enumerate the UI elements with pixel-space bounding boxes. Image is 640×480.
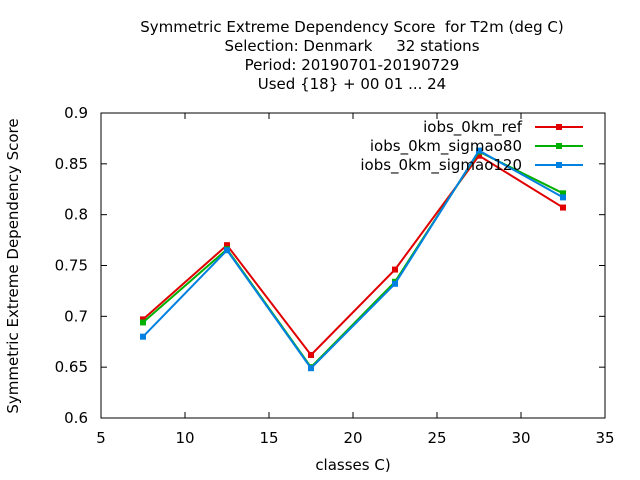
plot-frame bbox=[100, 112, 606, 419]
y-tick-label: 0.9 bbox=[64, 104, 88, 122]
y-tick-label: 0.8 bbox=[64, 206, 88, 224]
data-point bbox=[392, 266, 398, 273]
x-tick-label: 20 bbox=[343, 429, 362, 447]
x-tick-label: 5 bbox=[96, 429, 106, 447]
legend-label: iobs_0km_sigmao80 bbox=[370, 137, 522, 156]
series-line-iobs_0km_ref bbox=[142, 154, 564, 357]
y-tick-label: 0.7 bbox=[64, 307, 88, 325]
x-tick-label: 30 bbox=[511, 429, 530, 447]
x-axis-label: classes C) bbox=[315, 456, 390, 474]
y-axis-label: Symmetric Extreme Dependency Score bbox=[4, 118, 22, 413]
data-point bbox=[140, 319, 146, 326]
y-axis-ticks: 0.6 0.65 0.7 0.75 0.8 0.85 0.9 bbox=[55, 104, 605, 427]
x-tick-label: 15 bbox=[259, 429, 278, 447]
series-layer bbox=[140, 147, 566, 372]
data-point bbox=[476, 152, 482, 159]
chart-title-line-1: Symmetric Extreme Dependency Score for T… bbox=[140, 18, 564, 36]
y-tick-label: 0.65 bbox=[55, 358, 88, 376]
legend-label: iobs_0km_ref bbox=[423, 118, 523, 137]
data-point bbox=[476, 147, 482, 154]
chart-title-line-4: Used {18} + 00 01 ... 24 bbox=[257, 75, 447, 93]
chart-title-line-2: Selection: Denmark 32 stations bbox=[224, 37, 480, 55]
x-axis-ticks: 5 10 15 20 25 30 35 bbox=[96, 113, 615, 447]
data-point bbox=[308, 365, 314, 372]
legend-marker bbox=[556, 143, 562, 149]
series-line-iobs_0km_sigmao80 bbox=[142, 150, 564, 369]
y-tick-label: 0.85 bbox=[55, 155, 88, 173]
data-point bbox=[560, 204, 566, 211]
data-point bbox=[224, 247, 230, 254]
legend: iobs_0km_refiobs_0km_sigmao80iobs_0km_si… bbox=[360, 118, 583, 175]
data-point bbox=[140, 316, 146, 323]
x-tick-label: 35 bbox=[595, 429, 614, 447]
data-point bbox=[224, 242, 230, 249]
data-point bbox=[560, 194, 566, 201]
chart-title-line-3: Period: 20190701-20190729 bbox=[244, 56, 460, 74]
x-tick-label: 25 bbox=[427, 429, 446, 447]
x-tick-label: 10 bbox=[175, 429, 194, 447]
legend-label: iobs_0km_sigmao120 bbox=[360, 156, 522, 175]
y-tick-label: 0.75 bbox=[55, 257, 88, 275]
y-tick-label: 0.6 bbox=[64, 409, 88, 427]
data-point bbox=[140, 333, 146, 340]
legend-marker bbox=[556, 162, 562, 168]
data-point bbox=[308, 351, 314, 358]
series-line-iobs_0km_sigmao120 bbox=[142, 149, 564, 370]
legend-marker bbox=[556, 124, 562, 130]
data-point bbox=[560, 190, 566, 197]
data-point bbox=[392, 280, 398, 287]
